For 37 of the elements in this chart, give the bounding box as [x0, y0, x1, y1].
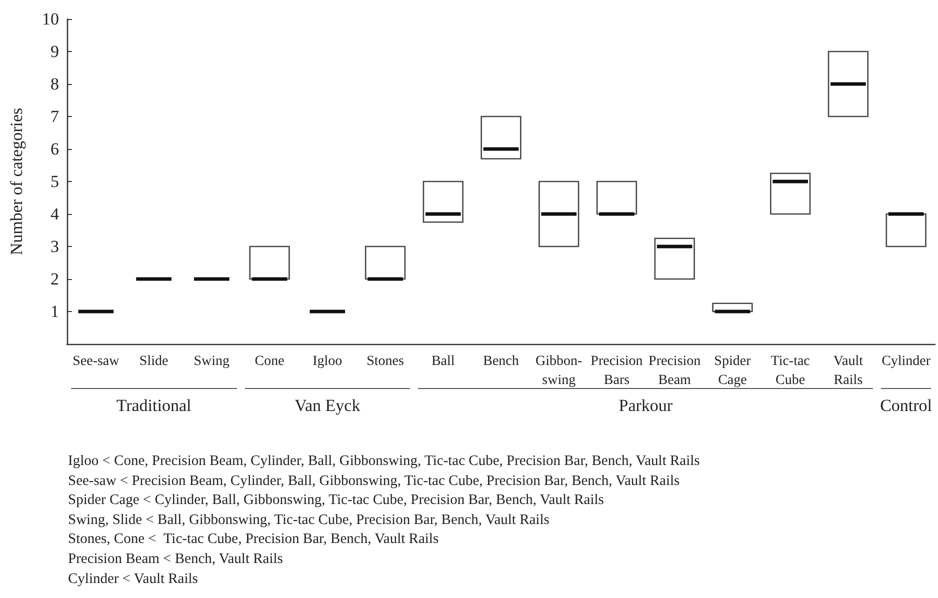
x-tick-label: Ball — [431, 354, 455, 369]
text: Precision Beam < Bench, Vault Rails — [68, 550, 284, 569]
x-tick-label: Precision Beam — [648, 354, 701, 388]
x-tick-label: Spider Cage — [714, 354, 752, 388]
text: Swing, Slide < Ball, Gibbonswing, Tic-tac Cube, Precision Bar, Bench, Vault Rails — [68, 510, 550, 530]
y-tick-label: 4 — [50, 204, 60, 224]
y-tick-label: 2 — [50, 270, 59, 288]
y-tick-label: 7 — [50, 107, 60, 126]
x-tick-label: Gibbon- swing — [536, 354, 583, 388]
y-tick-label: 3 — [50, 237, 59, 256]
x-tick-label: Precision Bars — [590, 354, 643, 388]
y-tick-label: 5 — [50, 172, 59, 191]
x-tick-label: See-saw — [72, 354, 120, 369]
x-tick-label: Swing — [194, 354, 230, 369]
y-tick-label: 8 — [50, 74, 59, 94]
x-tick-label: Cylinder — [882, 354, 931, 369]
x-tick-label: Stones — [366, 354, 404, 369]
y-tick-label: 1 — [50, 302, 59, 321]
x-tick-label: Cone — [254, 354, 284, 369]
x-tick-label: Vault Rails — [833, 354, 864, 388]
y-axis-title: Number of categories — [7, 108, 26, 256]
text: Cylinder < Vault Rails — [68, 570, 199, 589]
text: Control — [879, 396, 934, 416]
text: Traditional — [115, 396, 192, 416]
x-tick-label: Bench — [483, 354, 519, 369]
text: See-saw < Precision Beam, Cylinder, Ball, Gibbonswing, Tic-tac Cube, Precision Bar, Bench, Vault Rails — [68, 472, 681, 491]
y-tick-label: 9 — [50, 42, 59, 61]
text: Igloo < Cone, Precision Beam, Cylinder, Ball, Gibbonswing, Tic-tac Cube, Precision Bar, Bench, Vault Rails — [68, 452, 700, 471]
text: Spider Cage < Cylinder, Ball, Gibbonswing, Tic-tac Cube, Precision Bar, Bench, Vault Rails — [68, 491, 605, 510]
x-tick-label: Tic-tac Cube — [770, 354, 810, 388]
x-tick-label: Slide — [139, 354, 168, 369]
text: Van Eyck — [294, 396, 362, 416]
x-tick-label: Igloo — [312, 354, 342, 369]
y-tick-label: 6 — [50, 140, 59, 158]
y-tick-label: 10 — [42, 10, 59, 28]
text: Stones, Cone < Tic-tac Cube, Precision Bar, Bench, Vault Rails — [68, 530, 440, 550]
text: Parkour — [618, 396, 673, 415]
